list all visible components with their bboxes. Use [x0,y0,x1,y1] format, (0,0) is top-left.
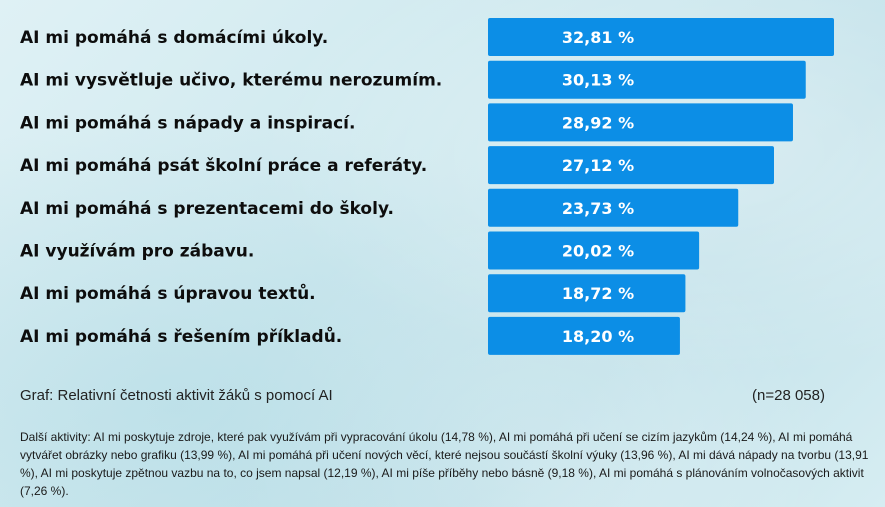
footnote-other-activities: Další aktivity: AI mi poskytuje zdroje, … [20,430,869,498]
caption-text: Graf: Relativní četnosti aktivit žáků s … [20,387,333,404]
bar [488,146,774,185]
bar [488,274,686,313]
bar [488,231,700,270]
category-label: AI mi pomáhá s nápady a inspirací. [20,113,355,133]
category-label: AI mi pomáhá s domácími úkoly. [20,28,328,48]
bar [488,18,834,56]
bar [488,316,680,355]
category-label: AI mi pomáhá psát školní práce a referát… [20,156,427,176]
bar-value-label: 30,13 % [562,71,634,90]
bar-value-label: 28,92 % [562,113,634,132]
bar [488,60,806,99]
bar-value-label: 18,20 % [562,327,634,346]
sample-size: (n=28 058) [752,387,825,404]
bar-value-label: 18,72 % [562,284,634,303]
bar-value-label: 23,73 % [562,199,634,218]
category-label: AI mi pomáhá s úpravou textů. [20,282,316,304]
bar-value-label: 20,02 % [562,242,634,261]
category-label: AI mi pomáhá s prezentacemi do školy. [20,199,394,219]
bar [488,188,739,227]
chart-caption: Graf: Relativní četnosti aktivit žáků s … [20,387,825,404]
bar-value-label: 27,12 % [562,156,634,175]
bar [488,103,793,142]
bar-value-label: 32,81 % [562,28,634,47]
category-label: AI mi pomáhá s řešením příkladů. [20,325,342,347]
category-label: AI využívám pro zábavu. [20,242,254,262]
category-label: AI mi vysvětluje učivo, kterému nerozumí… [20,71,442,91]
activity-bar-chart: AI mi pomáhá s domácími úkoly. 32,81 % AI … [20,18,834,355]
